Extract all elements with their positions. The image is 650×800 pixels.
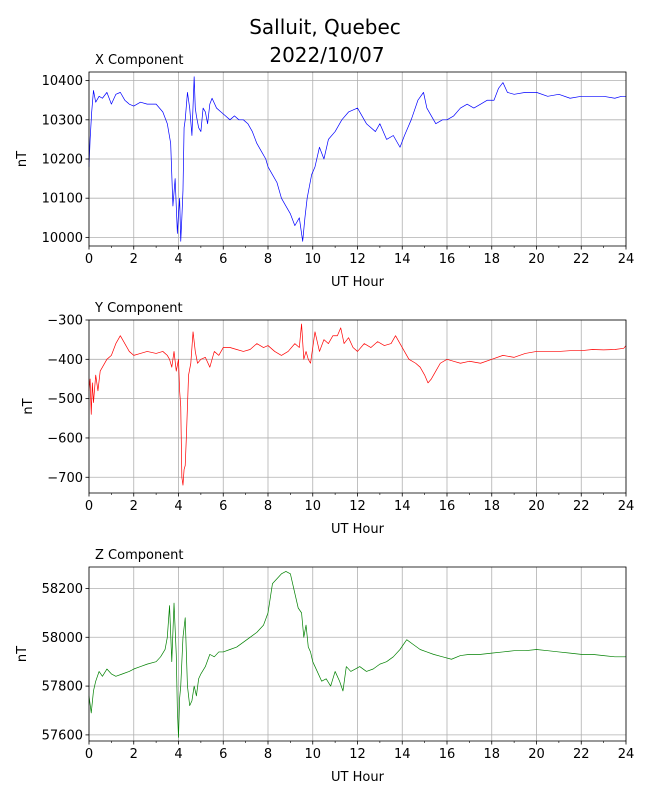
series-line xyxy=(88,323,627,486)
figure-title-line2: 2022/10/07 xyxy=(269,43,384,67)
y-tick-label: 58200 xyxy=(42,582,83,597)
x-tick-label: 12 xyxy=(349,499,366,514)
x-tick-label: 16 xyxy=(439,747,456,762)
y-tick-label: 57800 xyxy=(42,680,83,695)
panel-title: X Component xyxy=(95,53,184,68)
x-tick-label: 18 xyxy=(483,252,500,267)
y-tick-label: −700 xyxy=(47,471,83,486)
x-tick-label: 20 xyxy=(528,252,545,267)
y-tick-label: −300 xyxy=(47,314,83,329)
x-tick-label: 8 xyxy=(264,499,272,514)
x-tick-label: 4 xyxy=(174,747,182,762)
x-tick-label: 12 xyxy=(349,747,366,762)
series-line xyxy=(88,76,626,242)
y-tick-label: 10400 xyxy=(42,74,83,89)
y-tick-label: −600 xyxy=(47,431,83,446)
x-tick-label: 2 xyxy=(130,747,138,762)
x-tick-label: 10 xyxy=(304,499,321,514)
x-tick-label: 0 xyxy=(85,252,93,267)
x-tick-label: 18 xyxy=(483,499,500,514)
figure-title-line1: Salluit, Quebec xyxy=(249,15,401,39)
x-tick-label: 20 xyxy=(528,499,545,514)
y-axis-label: nT xyxy=(15,646,30,662)
x-tick-label: 22 xyxy=(573,252,590,267)
x-tick-label: 0 xyxy=(85,499,93,514)
x-tick-label: 6 xyxy=(219,499,227,514)
x-tick-label: 12 xyxy=(349,252,366,267)
x-tick-label: 2 xyxy=(130,252,138,267)
y-axis-label: nT xyxy=(15,151,30,167)
y-tick-label: −500 xyxy=(47,392,83,407)
y-tick-label: 10300 xyxy=(42,113,83,128)
x-tick-label: 10 xyxy=(304,747,321,762)
panel-title: Y Component xyxy=(94,301,183,316)
x-tick-label: 22 xyxy=(573,499,590,514)
y-tick-label: 58000 xyxy=(42,631,83,646)
x-tick-label: 16 xyxy=(439,499,456,514)
x-tick-label: 22 xyxy=(573,747,590,762)
panel-1: 0 2 4 6 8 10 12 14 16 18 20 22 241000010100102001030… xyxy=(15,53,634,290)
y-tick-label: 10000 xyxy=(42,231,83,246)
x-tick-label: 14 xyxy=(394,499,411,514)
x-tick-label: 14 xyxy=(394,747,411,762)
x-tick-label: 6 xyxy=(219,747,227,762)
x-tick-label: 24 xyxy=(618,747,635,762)
x-axis-label: UT Hour xyxy=(331,522,385,537)
x-tick-label: 24 xyxy=(618,252,635,267)
y-tick-label: 10100 xyxy=(42,192,83,207)
x-tick-label: 4 xyxy=(174,499,182,514)
y-axis-label: nT xyxy=(21,398,36,414)
x-tick-label: 8 xyxy=(264,747,272,762)
y-tick-label: −400 xyxy=(47,353,83,368)
panel-2: 0 2 4 6 8 10 12 14 16 18 20 22 24−300−400−500−600−70… xyxy=(21,301,634,537)
x-tick-label: 2 xyxy=(130,499,138,514)
series-line xyxy=(88,571,626,738)
x-tick-label: 24 xyxy=(618,499,635,514)
y-tick-label: 10200 xyxy=(42,153,83,168)
panel-title: Z Component xyxy=(95,548,184,563)
x-tick-label: 20 xyxy=(528,747,545,762)
panel-3: 0 2 4 6 8 10 12 14 16 18 20 22 245760057800580005820… xyxy=(15,548,634,785)
x-tick-label: 8 xyxy=(264,252,272,267)
x-axis-label: UT Hour xyxy=(331,770,385,785)
x-tick-label: 6 xyxy=(219,252,227,267)
x-tick-label: 10 xyxy=(304,252,321,267)
x-axis-label: UT Hour xyxy=(331,275,385,290)
x-tick-label: 0 xyxy=(85,747,93,762)
x-tick-label: 18 xyxy=(483,747,500,762)
x-tick-label: 4 xyxy=(174,252,182,267)
x-tick-label: 16 xyxy=(439,252,456,267)
x-tick-label: 14 xyxy=(394,252,411,267)
y-tick-label: 57600 xyxy=(42,728,83,743)
